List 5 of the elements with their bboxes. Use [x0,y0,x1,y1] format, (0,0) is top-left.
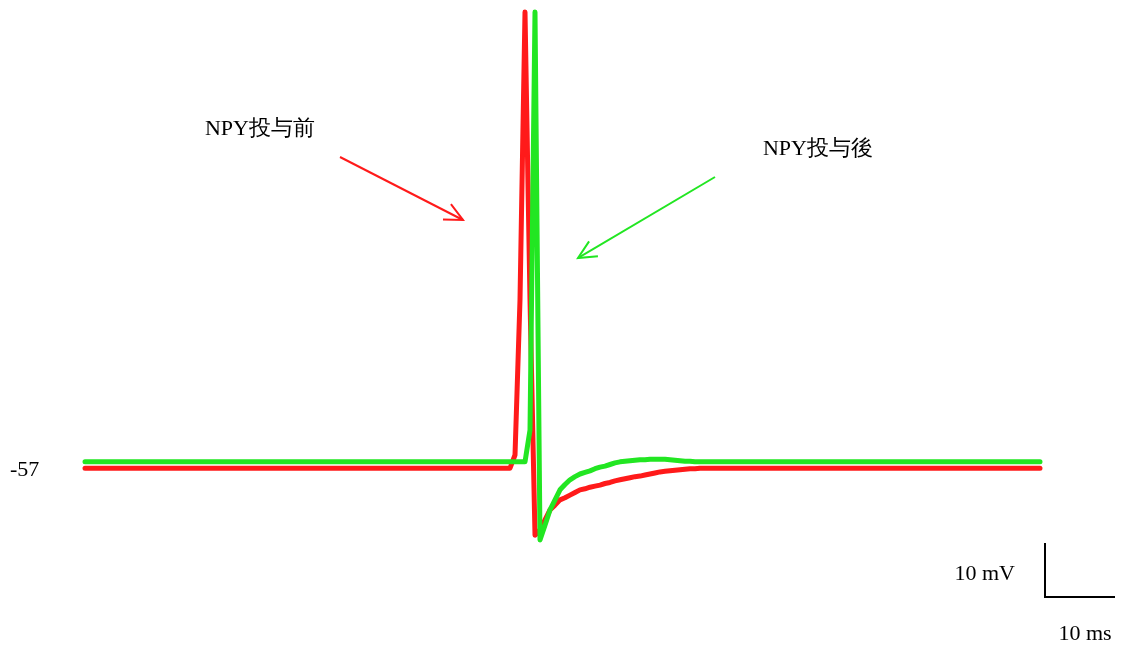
text: 10 ms [1058,620,1112,645]
text: -57 [10,456,40,482]
annotation: NPY投与前 [204,115,316,140]
annotation: NPY投与後 [762,135,874,160]
text: 10 mV [954,560,1016,585]
